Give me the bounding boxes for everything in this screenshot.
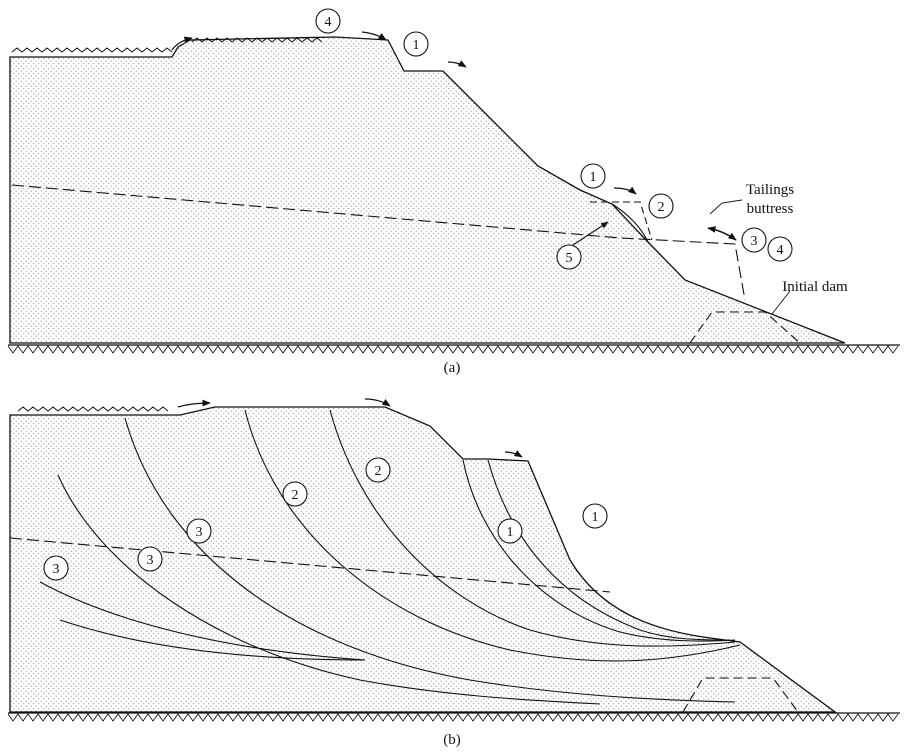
panel-b-marker-2-left: 2 [282, 481, 308, 507]
svg-text:5: 5 [566, 251, 573, 266]
svg-text:2: 2 [375, 464, 382, 479]
panel-a-slump-arc [611, 203, 649, 243]
panel-b-arrow-bench [504, 450, 523, 458]
panel-a-buttress-leader [709, 199, 743, 215]
panel-b-initial-dam [682, 677, 799, 713]
svg-text:3: 3 [53, 562, 60, 577]
svg-text:4: 4 [777, 243, 784, 258]
svg-text:4: 4 [325, 15, 332, 30]
svg-text:3: 3 [147, 553, 154, 568]
svg-text:2: 2 [292, 488, 299, 503]
panel-a-phreatic-line [11, 184, 746, 301]
svg-text:1: 1 [592, 510, 599, 525]
panel-b-marker-3-middle: 3 [137, 546, 163, 572]
panel-b-caption: (b) [443, 732, 461, 748]
panel-a-arrow-buttress-back [707, 226, 737, 241]
panel-b-marker-1-inner: 1 [497, 518, 523, 544]
panel-a-arrow-5 [572, 221, 609, 246]
panel-b-surface-wave [17, 406, 169, 412]
panel-a-arrow-bench [447, 60, 467, 68]
panel-b-tailings-body [9, 406, 837, 713]
panel-a-arrow-crest-left [171, 36, 193, 51]
panel-b-marker-3-upper: 3 [186, 518, 212, 544]
panel-b-slip-surface-3c [39, 581, 366, 661]
panel-b-slip-surface-3d [59, 619, 366, 661]
svg-text:1: 1 [413, 38, 420, 53]
panel-a-arrow-crest [361, 31, 387, 41]
panel-a-tailings-body [9, 36, 846, 344]
svg-text:3: 3 [196, 525, 203, 540]
panel-a-arrow-slump [613, 186, 637, 195]
svg-text:1: 1 [507, 525, 514, 540]
panel-a-marker-3: 3 [741, 227, 767, 253]
panel-b-slip-surface-2a [329, 409, 736, 647]
panel-a-dam-leader [771, 290, 791, 315]
panel-b-marker-3-left: 3 [43, 555, 69, 581]
tailings-buttress-label-line1: Tailings [746, 182, 794, 198]
panel-a-marker-4-buttress: 4 [767, 236, 793, 262]
svg-text:3: 3 [751, 234, 758, 249]
panel-a-slump-outline [590, 201, 653, 241]
panel-a: 4 1 1 2 5 3 4 Tailings buttress Initial [7, 8, 900, 376]
panel-a-marker-1-slope: 1 [580, 163, 606, 189]
panel-b-arrow-crest-left [177, 399, 211, 408]
panel-b-ground-hatch [7, 713, 899, 722]
panel-a-caption: (a) [444, 360, 461, 376]
svg-text:1: 1 [590, 170, 597, 185]
panel-a-initial-dam [689, 311, 801, 344]
panel-a-arrow-buttress [707, 227, 737, 241]
panel-a-marker-2: 2 [648, 193, 674, 219]
panel-a-surface-wave [11, 37, 323, 53]
panel-b-slip-surface-3b [57, 474, 601, 705]
panel-b-marker-1-outer: 1 [582, 503, 608, 529]
panel-a-marker-1-crest: 1 [403, 31, 429, 57]
initial-dam-label: Initial dam [782, 279, 848, 295]
panel-b-phreatic-line [9, 537, 611, 593]
panel-b-arrow-crest-right [364, 398, 391, 407]
svg-text:2: 2 [658, 200, 665, 215]
panel-b-slip-surface-3a [124, 417, 736, 703]
tailings-buttress-label-line2: buttress [747, 201, 794, 217]
panel-b-slip-surface-1a [487, 459, 731, 641]
panel-a-ground-hatch [7, 345, 899, 354]
panel-b-slip-surface-1b [462, 459, 736, 642]
panel-a-marker-5: 5 [556, 244, 582, 270]
panel-a-marker-4-crest: 4 [315, 8, 341, 34]
panel-b-marker-2-right: 2 [365, 457, 391, 483]
panel-b: 2 2 1 1 3 3 3 (b) [7, 398, 900, 748]
